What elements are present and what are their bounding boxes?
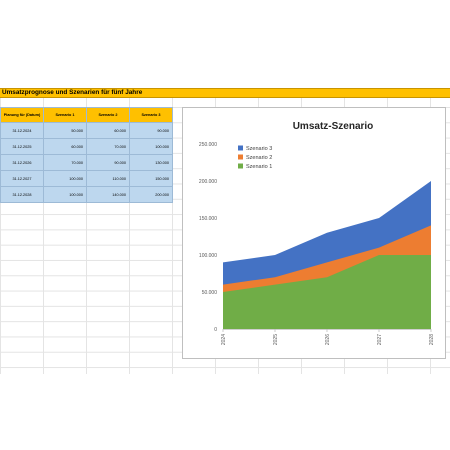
sheet-title: Umsatzprognose und Szenarien für fünf Ja… [0,88,450,98]
x-tick-label: 2026 [325,334,331,345]
scenario-table: Planung für (Datum) Szenario 1 Szenario … [0,107,173,203]
cell-scenario-1[interactable]: 100.000 [43,186,87,203]
header-date[interactable]: Planung für (Datum) [0,107,44,123]
cell-date[interactable]: 31.12.2024 [0,122,44,139]
y-tick-label: 0 [214,327,217,333]
y-tick-label: 250.000 [199,142,217,148]
cell-scenario-2[interactable]: 140.000 [86,186,130,203]
table-row: 31.12.2028 100.000 140.000 200.000 [0,186,173,203]
chart-title: Umsatz-Szenario [293,121,374,132]
legend-label: Szenario 2 [246,155,272,161]
cell-scenario-1[interactable]: 60.000 [43,138,87,155]
cell-scenario-3[interactable]: 200.000 [129,186,173,203]
table-row: 31.12.2025 60.000 70.000 100.000 [0,138,173,155]
cell-scenario-2[interactable]: 70.000 [86,138,130,155]
table-row: 31.12.2027 100.000 110.000 150.000 [0,170,173,187]
header-scenario-1[interactable]: Szenario 1 [43,107,87,123]
cell-scenario-2[interactable]: 110.000 [86,170,130,187]
legend-swatch-szenario-1 [238,163,243,169]
cell-scenario-3[interactable]: 150.000 [129,170,173,187]
y-tick-label: 100.000 [199,253,217,259]
y-tick-label: 150.000 [199,216,217,222]
area-szenario-1 [223,255,431,329]
y-tick-label: 200.000 [199,179,217,185]
cell-scenario-1[interactable]: 70.000 [43,154,87,171]
cell-scenario-3[interactable]: 100.000 [129,138,173,155]
cell-scenario-1[interactable]: 50.000 [43,122,87,139]
x-tick-label: 2027 [377,334,383,345]
header-scenario-2[interactable]: Szenario 2 [86,107,130,123]
cell-date[interactable]: 31.12.2026 [0,154,44,171]
cell-scenario-2[interactable]: 90.000 [86,154,130,171]
cell-scenario-2[interactable]: 60.000 [86,122,130,139]
legend-swatch-szenario-3 [238,145,243,151]
cell-date[interactable]: 31.12.2028 [0,186,44,203]
x-tick-label: 2025 [273,334,279,345]
header-scenario-3[interactable]: Szenario 3 [129,107,173,123]
x-tick-label: 2024 [221,334,227,345]
chart-canvas: Umsatz-Szenario 0 50.000 100.000 150.000 200.… [199,121,435,345]
table-header-row: Planung für (Datum) Szenario 1 Szenario … [0,107,173,123]
area-chart[interactable]: Umsatz-Szenario 0 50.000 100.000 150.000 200.… [182,107,446,359]
table-row: 31.12.2026 70.000 90.000 130.000 [0,154,173,171]
cell-scenario-1[interactable]: 100.000 [43,170,87,187]
cell-date[interactable]: 31.12.2027 [0,170,44,187]
cell-scenario-3[interactable]: 130.000 [129,154,173,171]
cell-date[interactable]: 31.12.2025 [0,138,44,155]
legend-label: Szenario 1 [246,164,272,170]
cell-scenario-3[interactable]: 90.000 [129,122,173,139]
legend-label: Szenario 3 [246,146,272,152]
table-row: 31.12.2024 50.000 60.000 90.000 [0,122,173,139]
y-tick-label: 50.000 [202,290,218,296]
legend-swatch-szenario-2 [238,154,243,160]
x-tick-label: 2028 [429,334,435,345]
